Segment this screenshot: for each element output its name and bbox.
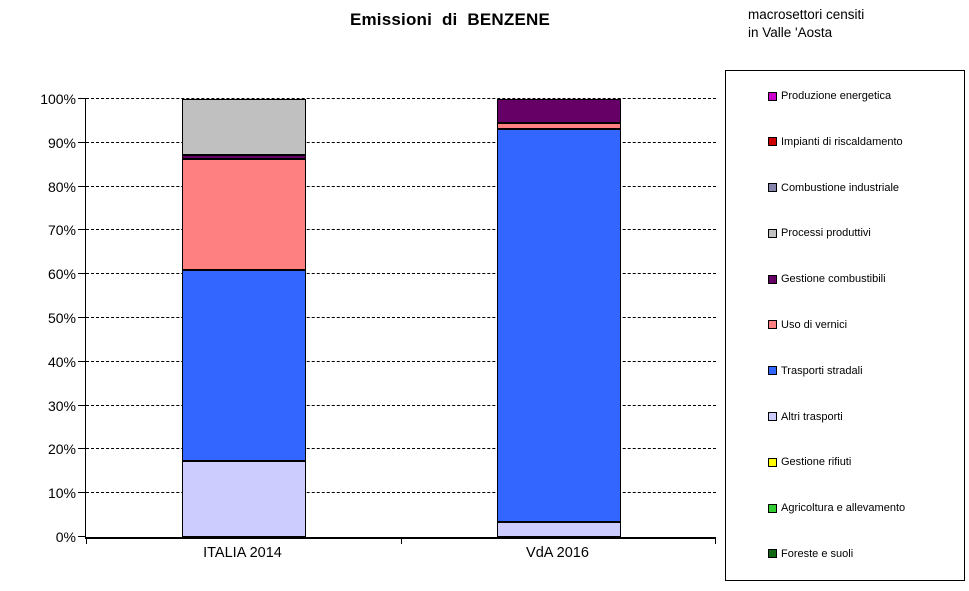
category-label-italia-2014: ITALIA 2014 bbox=[203, 545, 282, 561]
bar-segment-vda-2016-gestione-combustibili bbox=[496, 99, 621, 124]
legend-label: Agricoltura e allevamento bbox=[781, 502, 906, 515]
gridline-60 bbox=[86, 273, 716, 275]
bar-segment-italia-2014-gestione-combustibili bbox=[181, 154, 306, 160]
legend-swatch-icon bbox=[768, 137, 777, 147]
legend-item-impianti-di-riscaldamento: Impianti di riscaldamento bbox=[768, 136, 960, 148]
bar-segment-italia-2014-altri-trasporti bbox=[181, 460, 306, 537]
legend-swatch-icon bbox=[768, 183, 777, 193]
y-tick-80 bbox=[78, 185, 86, 187]
legend-item-gestione-rifiuti: Gestione rifiuti bbox=[768, 456, 960, 468]
y-tick-60 bbox=[78, 273, 86, 275]
legend-label: Combustione industriale bbox=[781, 181, 900, 194]
y-tick-0 bbox=[78, 536, 86, 537]
y-axis-label-90: 90% bbox=[47, 134, 76, 151]
gridline-100 bbox=[86, 98, 716, 99]
x-tick-1 bbox=[401, 537, 402, 544]
legend-item-gestione-combustibili: Gestione combustibili bbox=[768, 273, 960, 285]
y-axis-label-50: 50% bbox=[47, 310, 76, 326]
y-axis-label-40: 40% bbox=[47, 353, 76, 370]
y-tick-30 bbox=[78, 404, 86, 406]
legend-swatch-icon bbox=[768, 320, 777, 330]
legend-header: macrosettori censiti in Valle 'Aosta bbox=[748, 6, 864, 41]
y-tick-10 bbox=[78, 492, 86, 494]
stacked-bar-vda-2016 bbox=[496, 99, 621, 537]
bar-segment-vda-2016-altri-trasporti bbox=[496, 521, 621, 537]
legend-item-altri-trasporti: Altri trasporti bbox=[768, 411, 960, 423]
legend-header-line2: in Valle 'Aosta bbox=[748, 24, 833, 40]
legend-box: Produzione energetica Impianti di riscald… bbox=[725, 70, 965, 581]
y-axis-label-80: 80% bbox=[47, 178, 76, 195]
gridline-50 bbox=[86, 317, 716, 318]
legend-label: Produzione energetica bbox=[781, 90, 892, 102]
bar-segment-italia-2014-processi-produttivi bbox=[181, 99, 306, 155]
legend-swatch-icon bbox=[768, 366, 777, 376]
y-axis-label-0: 0% bbox=[55, 529, 76, 545]
legend-item-processi-produttivi: Processi produttivi bbox=[768, 227, 960, 239]
legend-label: Gestione rifiuti bbox=[781, 456, 852, 469]
category-label-vda-2016: VdA 2016 bbox=[526, 545, 589, 561]
gridline-80 bbox=[86, 185, 716, 187]
legend-item-foreste-e-suoli: Foreste e suoli bbox=[768, 548, 960, 560]
y-axis-label-60: 60% bbox=[47, 266, 76, 283]
y-tick-100 bbox=[78, 98, 86, 99]
legend-label: Foreste e suoli bbox=[781, 547, 854, 560]
y-tick-20 bbox=[78, 448, 86, 450]
bar-segment-italia-2014-trasporti-stradali bbox=[181, 269, 306, 461]
legend-label: Processi produttivi bbox=[781, 227, 871, 240]
stacked-bar-italia-2014 bbox=[181, 99, 306, 537]
legend-label: Uso di vernici bbox=[781, 318, 848, 331]
gridline-70 bbox=[86, 229, 716, 231]
gridline-40 bbox=[86, 360, 716, 362]
legend-item-uso-di-vernici: Uso di vernici bbox=[768, 319, 960, 331]
y-tick-50 bbox=[78, 317, 86, 318]
legend-swatch-icon bbox=[768, 228, 777, 238]
legend-swatch-icon bbox=[768, 457, 777, 467]
y-axis-label-10: 10% bbox=[47, 485, 76, 502]
legend-label: Gestione combustibili bbox=[781, 273, 886, 286]
legend-swatch-icon bbox=[768, 549, 777, 559]
legend-item-combustione-industriale: Combustione industriale bbox=[768, 182, 960, 194]
legend-item-trasporti-stradali: Trasporti stradali bbox=[768, 365, 960, 377]
y-axis-label-100: 100% bbox=[40, 91, 76, 107]
y-axis-label-20: 20% bbox=[47, 441, 76, 458]
legend-swatch-icon bbox=[768, 274, 777, 284]
legend-label: Trasporti stradali bbox=[781, 364, 863, 377]
x-tick-2 bbox=[715, 537, 716, 544]
y-axis-label-70: 70% bbox=[47, 222, 76, 239]
chart-title: Emissioni di BENZENE bbox=[349, 10, 551, 29]
bar-segment-vda-2016-uso-di-vernici bbox=[496, 123, 621, 129]
gridline-10 bbox=[86, 492, 716, 494]
legend-items: Produzione energetica Impianti di riscald… bbox=[726, 71, 964, 580]
legend-swatch-icon bbox=[768, 503, 777, 513]
plot-area bbox=[78, 98, 716, 544]
bar-segment-italia-2014-uso-di-vernici bbox=[181, 159, 306, 270]
y-tick-90 bbox=[78, 141, 86, 143]
legend-label: Altri trasporti bbox=[781, 410, 843, 423]
bar-segment-vda-2016-trasporti-stradali bbox=[496, 128, 621, 522]
gridline-30 bbox=[86, 404, 716, 406]
legend-header-line1: macrosettori censiti bbox=[748, 7, 865, 22]
y-axis-label-30: 30% bbox=[47, 397, 76, 414]
gridline-20 bbox=[86, 448, 716, 450]
legend-swatch-icon bbox=[768, 412, 777, 422]
y-tick-40 bbox=[78, 360, 86, 362]
legend-label: Impianti di riscaldamento bbox=[781, 135, 903, 148]
legend-item-agricoltura-e-allevamento: Agricoltura e allevamento bbox=[768, 502, 960, 514]
x-tick-0 bbox=[86, 537, 87, 544]
legend-swatch-icon bbox=[768, 91, 777, 101]
gridline-90 bbox=[86, 141, 716, 143]
x-axis-category-labels: ITALIA 2014 VdA 2016 bbox=[85, 545, 715, 561]
legend-item-produzione-energetica: Produzione energetica bbox=[768, 90, 960, 102]
y-tick-70 bbox=[78, 229, 86, 231]
